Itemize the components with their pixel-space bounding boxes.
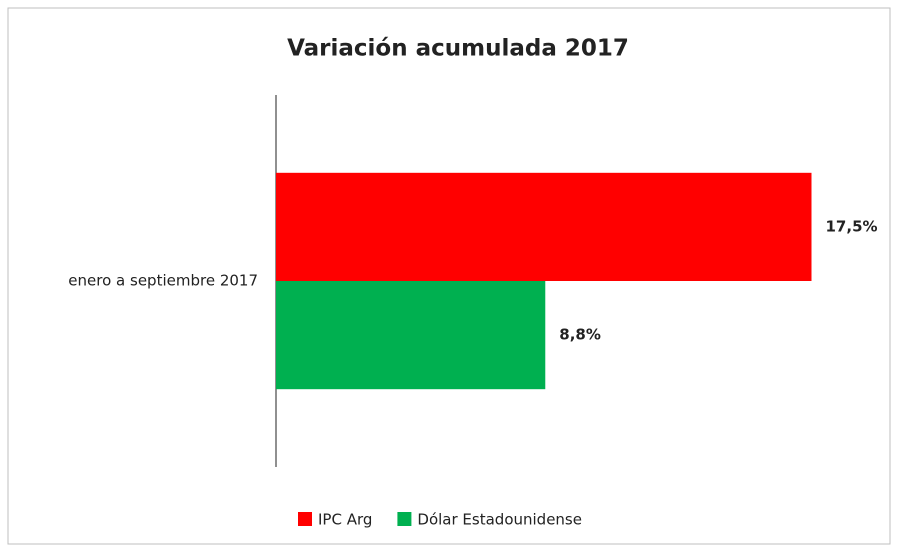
value-label: 17,5% — [826, 217, 878, 235]
legend-swatch — [397, 512, 412, 526]
bar — [276, 172, 812, 281]
category-label: enero a septiembre 2017 — [68, 272, 258, 290]
legend-label: IPC Arg — [318, 511, 372, 529]
value-label: 8,8% — [559, 326, 601, 344]
chart-title: Variación acumulada 2017 — [287, 36, 629, 62]
legend-label: Dólar Estadounidense — [417, 511, 582, 529]
bar — [276, 281, 546, 390]
legend-swatch — [298, 512, 312, 526]
